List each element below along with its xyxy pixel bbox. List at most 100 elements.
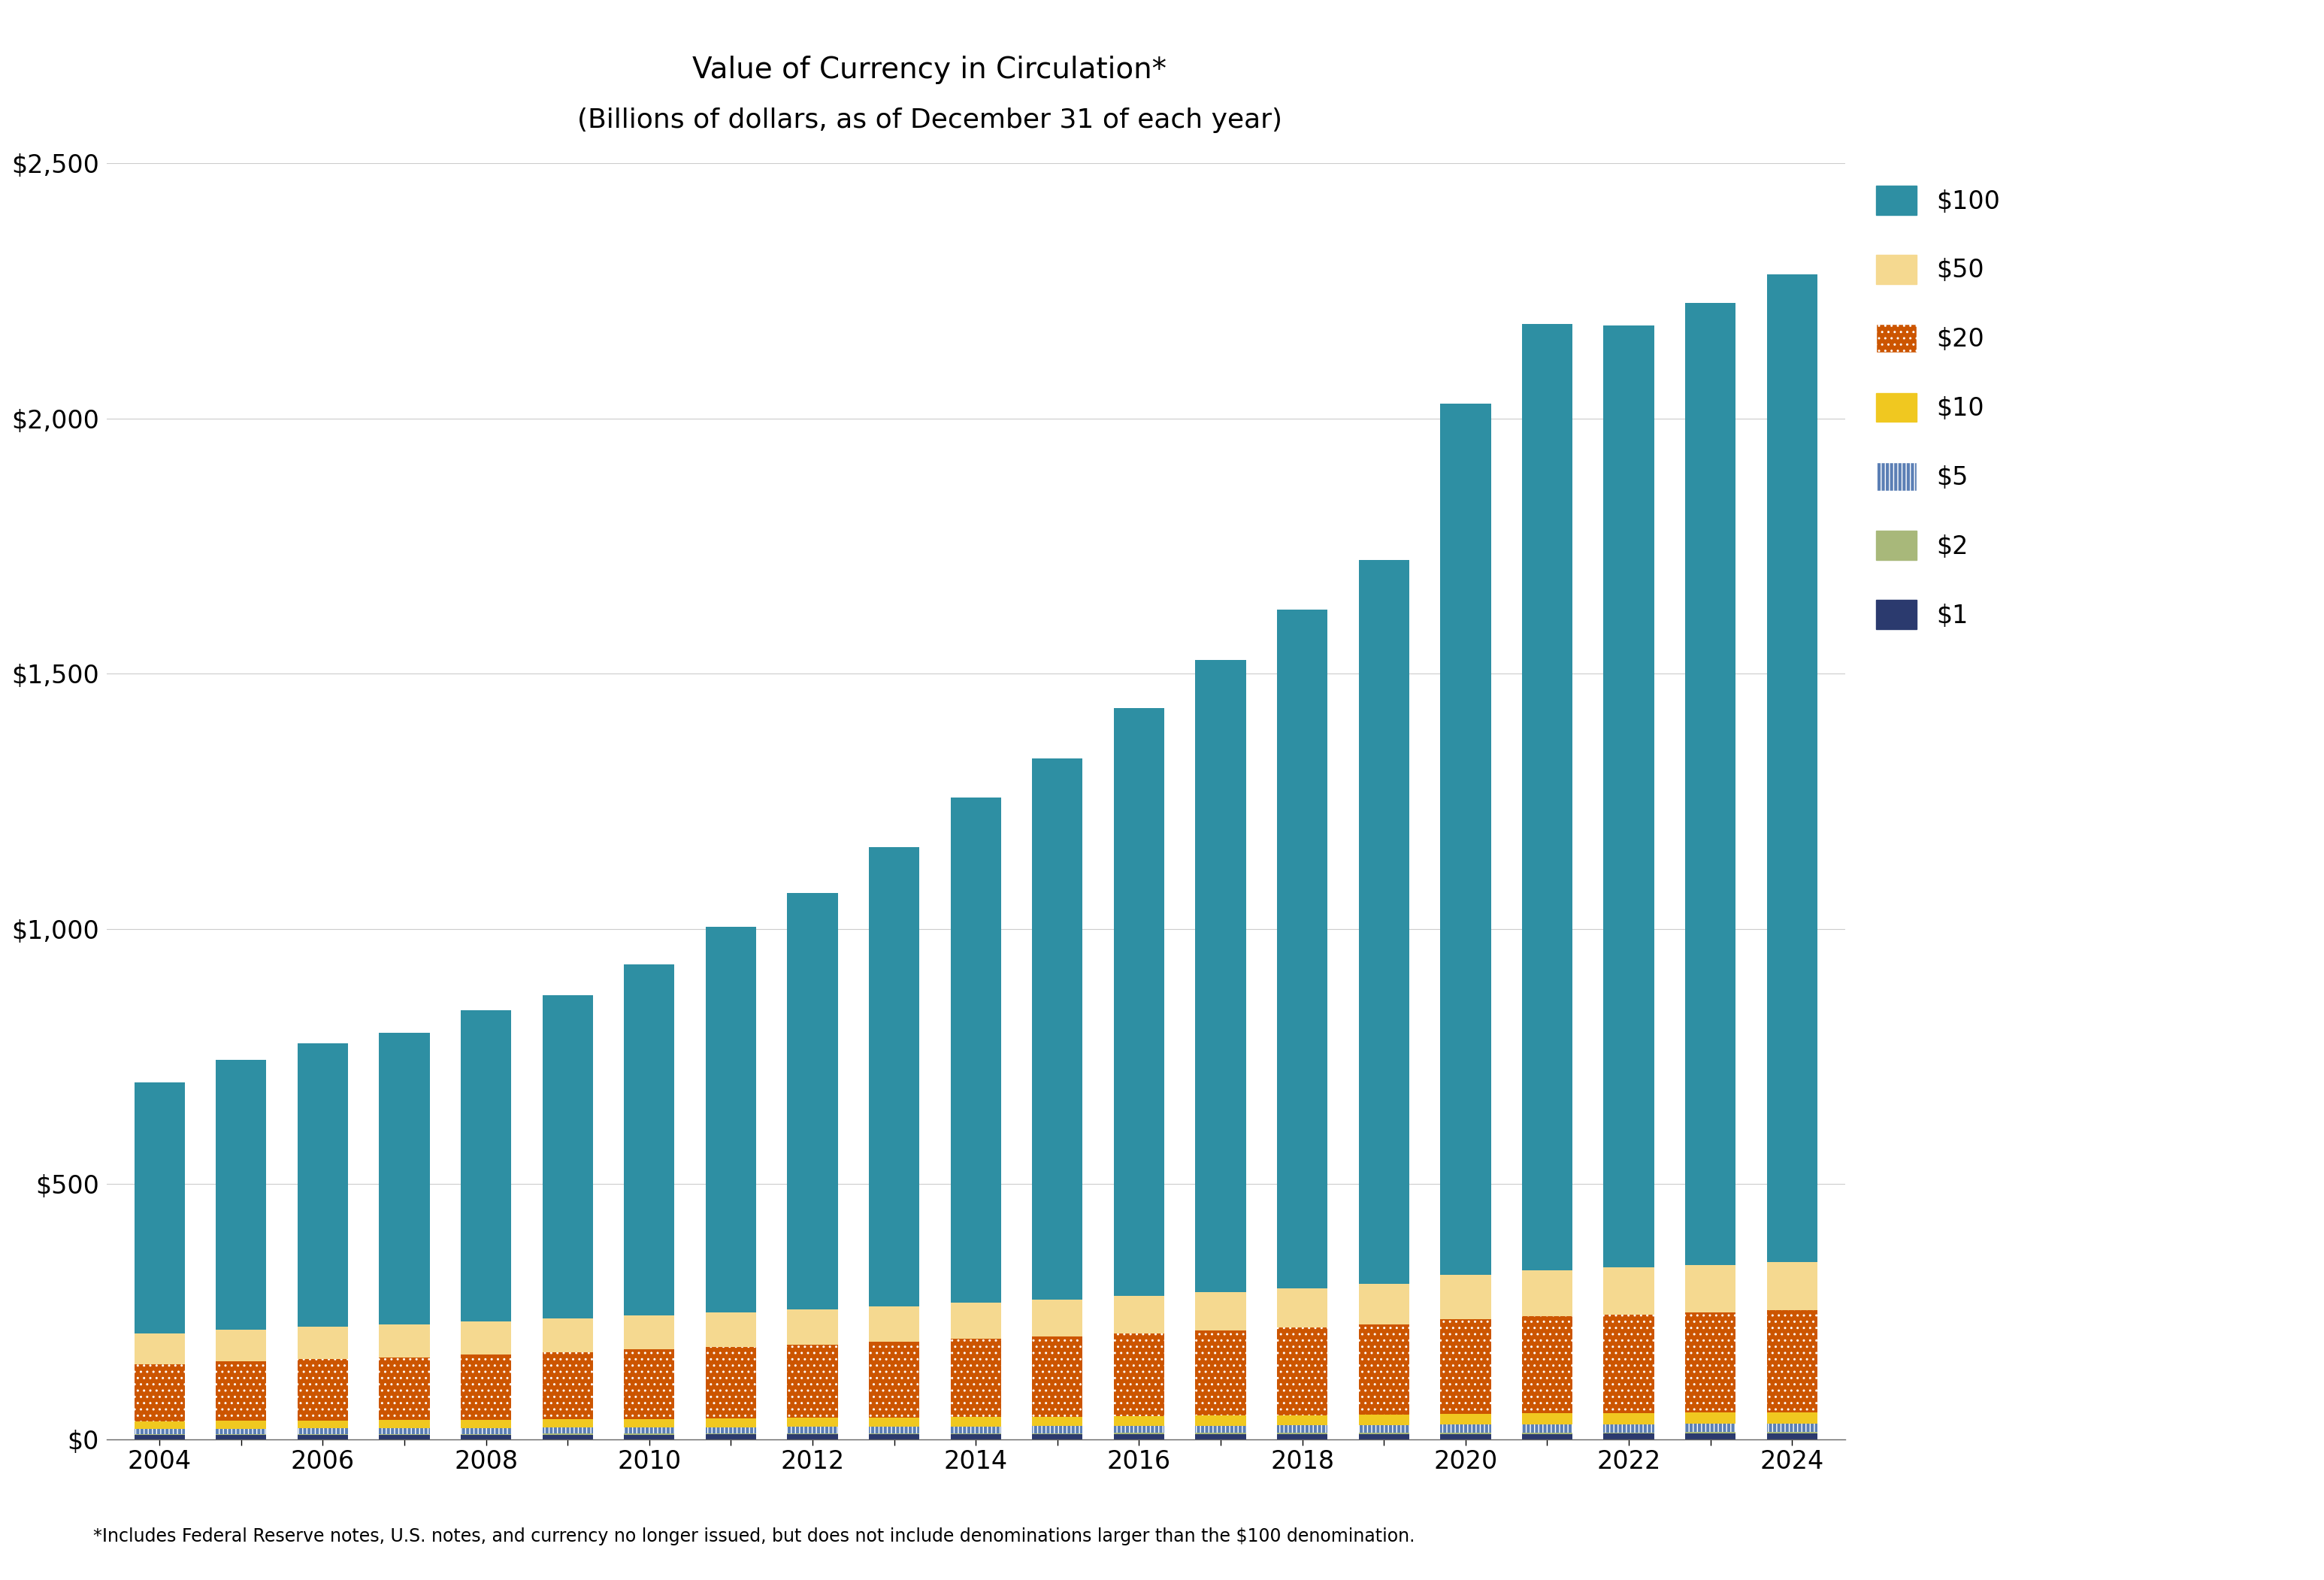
Bar: [1766, 1424, 1817, 1431]
Bar: [1032, 1417, 1083, 1427]
Bar: [135, 1422, 186, 1428]
Bar: [706, 1419, 755, 1427]
Bar: [706, 927, 755, 1313]
Bar: [379, 1435, 430, 1439]
Bar: [1604, 325, 1655, 1267]
Bar: [216, 1428, 267, 1435]
Bar: [706, 1346, 755, 1419]
Bar: [297, 1327, 349, 1359]
Bar: [379, 1357, 430, 1420]
Bar: [869, 1341, 920, 1417]
Bar: [379, 1428, 430, 1435]
Bar: [951, 798, 1002, 1302]
Bar: [297, 1428, 349, 1435]
Bar: [460, 1321, 511, 1354]
Bar: [951, 1417, 1002, 1427]
Bar: [297, 1359, 349, 1420]
Bar: [1685, 303, 1736, 1266]
Bar: [1522, 1433, 1573, 1439]
Bar: [1522, 1270, 1573, 1316]
Bar: [135, 1428, 186, 1435]
Bar: [1360, 1324, 1408, 1414]
Bar: [216, 1329, 267, 1360]
Bar: [1032, 1435, 1083, 1439]
Bar: [1441, 1414, 1490, 1425]
Bar: [1604, 1315, 1655, 1413]
Bar: [1195, 1435, 1246, 1439]
Bar: [1276, 1416, 1327, 1425]
Bar: [706, 1435, 755, 1439]
Bar: [1195, 1330, 1246, 1416]
Bar: [1522, 1424, 1573, 1433]
Bar: [541, 995, 593, 1319]
Bar: [1360, 1283, 1408, 1324]
Bar: [379, 1420, 430, 1428]
Bar: [1604, 1433, 1655, 1439]
Bar: [951, 1435, 1002, 1439]
Bar: [869, 1427, 920, 1433]
Bar: [1276, 1288, 1327, 1327]
Bar: [788, 893, 839, 1310]
Bar: [541, 1419, 593, 1428]
Bar: [788, 1310, 839, 1345]
Bar: [1195, 1292, 1246, 1330]
Bar: [1113, 1416, 1164, 1425]
Bar: [623, 1427, 674, 1433]
Bar: [460, 1428, 511, 1433]
Bar: [1195, 1425, 1246, 1433]
Text: (Billions of dollars, as of December 31 of each year): (Billions of dollars, as of December 31 …: [576, 107, 1283, 133]
Bar: [460, 1435, 511, 1439]
Bar: [216, 1420, 267, 1428]
Bar: [623, 964, 674, 1315]
Bar: [135, 1334, 186, 1364]
Bar: [623, 1349, 674, 1419]
Bar: [297, 1043, 349, 1327]
Bar: [216, 1360, 267, 1420]
Bar: [1441, 1425, 1490, 1433]
Bar: [1766, 1262, 1817, 1310]
Bar: [1766, 1310, 1817, 1413]
Bar: [1113, 1435, 1164, 1439]
Bar: [379, 1033, 430, 1324]
Bar: [379, 1324, 430, 1357]
Bar: [1685, 1313, 1736, 1413]
Text: Value of Currency in Circulation*: Value of Currency in Circulation*: [693, 55, 1167, 84]
Bar: [541, 1352, 593, 1419]
Bar: [460, 1419, 511, 1428]
Bar: [135, 1364, 186, 1422]
Bar: [788, 1427, 839, 1433]
Bar: [1032, 758, 1083, 1300]
Bar: [1685, 1424, 1736, 1431]
Bar: [1032, 1427, 1083, 1433]
Bar: [297, 1420, 349, 1428]
Bar: [1113, 708, 1164, 1296]
Bar: [1522, 324, 1573, 1270]
Bar: [869, 847, 920, 1307]
Bar: [869, 1307, 920, 1341]
Bar: [1276, 1327, 1327, 1416]
Bar: [1441, 1319, 1490, 1414]
Bar: [1522, 1316, 1573, 1414]
Bar: [297, 1435, 349, 1439]
Bar: [135, 1082, 186, 1334]
Bar: [1766, 1433, 1817, 1439]
Bar: [869, 1435, 920, 1439]
Legend: $100, $50, $20, $10, $5, $2, $1: $100, $50, $20, $10, $5, $2, $1: [1866, 175, 2010, 638]
Bar: [1766, 1413, 1817, 1424]
Bar: [1766, 275, 1817, 1262]
Bar: [951, 1338, 1002, 1417]
Bar: [1604, 1424, 1655, 1433]
Bar: [951, 1427, 1002, 1433]
Bar: [1685, 1433, 1736, 1439]
Bar: [1276, 1435, 1327, 1439]
Bar: [460, 1354, 511, 1419]
Bar: [788, 1435, 839, 1439]
Text: *Includes Federal Reserve notes, U.S. notes, and currency no longer issued, but : *Includes Federal Reserve notes, U.S. no…: [93, 1528, 1415, 1545]
Bar: [788, 1345, 839, 1417]
Bar: [1685, 1413, 1736, 1424]
Bar: [1522, 1414, 1573, 1424]
Bar: [623, 1419, 674, 1427]
Bar: [1360, 561, 1408, 1283]
Bar: [460, 1010, 511, 1321]
Bar: [1604, 1267, 1655, 1315]
